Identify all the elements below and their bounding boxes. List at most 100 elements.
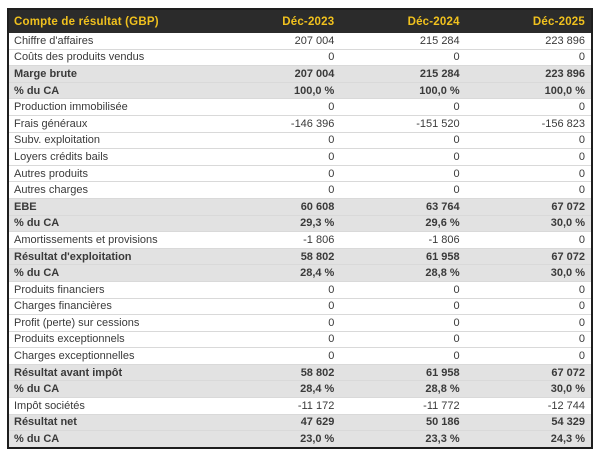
- row-label: EBE: [14, 200, 37, 213]
- row-value: 0: [578, 184, 585, 197]
- row-value: 0: [578, 51, 585, 64]
- row-value: 29,3 %: [300, 217, 335, 230]
- row-label: % du CA: [14, 267, 60, 280]
- row-value: 100,0 %: [419, 84, 460, 97]
- row-value: 223 896: [545, 34, 585, 47]
- row-label: Chiffre d'affaires: [14, 34, 94, 47]
- row-value: 0: [328, 283, 335, 296]
- table-row: Subv. exploitation 0 0 0: [9, 131, 591, 149]
- row-label: Résultat net: [14, 416, 77, 429]
- table-row: Résultat net 47 629 50 186 54 329: [9, 413, 591, 431]
- table-row: Produits exceptionnels 0 0 0: [9, 330, 591, 348]
- row-value: 0: [578, 150, 585, 163]
- row-label: Résultat avant impôt: [14, 366, 123, 379]
- table-row: Coûts des produits vendus 0 0 0: [9, 48, 591, 66]
- row-label: Résultat d'exploitation: [14, 250, 132, 263]
- row-value: 24,3 %: [550, 433, 585, 446]
- row-value: 47 629: [300, 416, 335, 429]
- row-label: Production immobilisée: [14, 101, 128, 114]
- row-value: 60 608: [300, 200, 335, 213]
- row-label: % du CA: [14, 84, 60, 97]
- row-value: 0: [453, 283, 460, 296]
- row-label: Profit (perte) sur cessions: [14, 316, 140, 329]
- row-label: % du CA: [14, 217, 60, 230]
- row-value: 30,0 %: [550, 383, 585, 396]
- row-value: 215 284: [419, 67, 460, 80]
- table-row: Autres charges 0 0 0: [9, 181, 591, 198]
- table-row: Profit (perte) sur cessions 0 0 0: [9, 314, 591, 331]
- row-value: 63 764: [426, 200, 460, 213]
- row-value: 67 072: [551, 250, 585, 263]
- row-value: 54 329: [551, 416, 585, 429]
- row-value: 30,0 %: [550, 217, 585, 230]
- row-value: 0: [578, 333, 585, 346]
- row-label: Marge brute: [14, 67, 77, 80]
- row-value: 0: [328, 167, 335, 180]
- row-value: -156 823: [541, 117, 585, 130]
- row-label: Charges financières: [14, 300, 112, 313]
- row-label: Autres produits: [14, 167, 88, 180]
- row-value: 0: [453, 333, 460, 346]
- row-label: Amortissements et provisions: [14, 233, 158, 246]
- row-value: 215 284: [419, 34, 460, 47]
- table-row: Frais généraux -146 396 -151 520 -156 823: [9, 114, 591, 132]
- table-row: % du CA 28,4 % 28,8 % 30,0 %: [9, 264, 591, 281]
- table-row: Autres produits 0 0 0: [9, 164, 591, 182]
- row-value: 0: [453, 316, 460, 329]
- row-label: % du CA: [14, 433, 60, 446]
- row-value: 0: [578, 101, 585, 114]
- row-value: -146 396: [290, 117, 335, 130]
- row-value: -11 172: [297, 399, 335, 412]
- row-label: Loyers crédits bails: [14, 150, 109, 163]
- table-row: Impôt sociétés -11 172 -11 772 -12 744: [9, 397, 591, 414]
- table-row: % du CA 28,4 % 28,8 % 30,0 %: [9, 380, 591, 398]
- row-value: 0: [328, 51, 335, 64]
- row-label: Impôt sociétés: [14, 399, 85, 412]
- column-header-dec-2023: Déc-2023: [282, 15, 335, 28]
- row-value: 0: [578, 134, 585, 147]
- table-row: Résultat avant impôt 58 802 61 958 67 072: [9, 363, 591, 381]
- row-value: -11 772: [423, 399, 460, 412]
- row-value: 28,8 %: [425, 383, 460, 396]
- row-value: 28,4 %: [300, 267, 335, 280]
- row-value: 23,0 %: [300, 433, 335, 446]
- row-value: 61 958: [426, 250, 460, 263]
- table-row: Charges exceptionnelles 0 0 0: [9, 347, 591, 364]
- row-value: 0: [328, 350, 335, 363]
- table-row: Résultat d'exploitation 58 802 61 958 67 07…: [9, 247, 591, 265]
- row-value: 207 004: [294, 67, 335, 80]
- table-row: EBE 60 608 63 764 67 072: [9, 197, 591, 215]
- column-header-dec-2025: Déc-2025: [532, 15, 585, 28]
- row-value: 0: [453, 101, 460, 114]
- row-label: Frais généraux: [14, 117, 88, 130]
- row-value: 0: [328, 134, 335, 147]
- row-value: 207 004: [294, 34, 335, 47]
- row-value: 67 072: [551, 200, 585, 213]
- table-row: % du CA 100,0 % 100,0 % 100,0 %: [9, 81, 591, 99]
- row-value: 0: [578, 300, 585, 313]
- row-value: 0: [578, 233, 585, 246]
- row-value: -1 806: [303, 233, 335, 246]
- table-row: Loyers crédits bails 0 0 0: [9, 148, 591, 165]
- row-value: 0: [328, 316, 335, 329]
- row-value: 223 896: [545, 67, 585, 80]
- row-value: 58 802: [300, 250, 335, 263]
- row-value: 30,0 %: [550, 267, 585, 280]
- row-value: 0: [453, 350, 460, 363]
- row-value: 0: [578, 350, 585, 363]
- row-value: 29,6 %: [425, 217, 460, 230]
- row-value: 67 072: [551, 366, 585, 379]
- row-value: -12 744: [547, 399, 585, 412]
- table-row: Chiffre d'affaires 207 004 215 284 223 896: [9, 33, 591, 49]
- table-row: Amortissements et provisions -1 806 -1 806…: [9, 231, 591, 248]
- row-value: 23,3 %: [425, 433, 460, 446]
- row-value: 0: [453, 134, 460, 147]
- row-value: 0: [328, 333, 335, 346]
- row-label: Produits financiers: [14, 283, 105, 296]
- row-label: Subv. exploitation: [14, 134, 101, 147]
- row-value: 0: [578, 316, 585, 329]
- table-row: Charges financières 0 0 0: [9, 297, 591, 315]
- row-value: 28,4 %: [300, 383, 335, 396]
- row-value: -1 806: [428, 233, 460, 246]
- row-value: 0: [328, 101, 335, 114]
